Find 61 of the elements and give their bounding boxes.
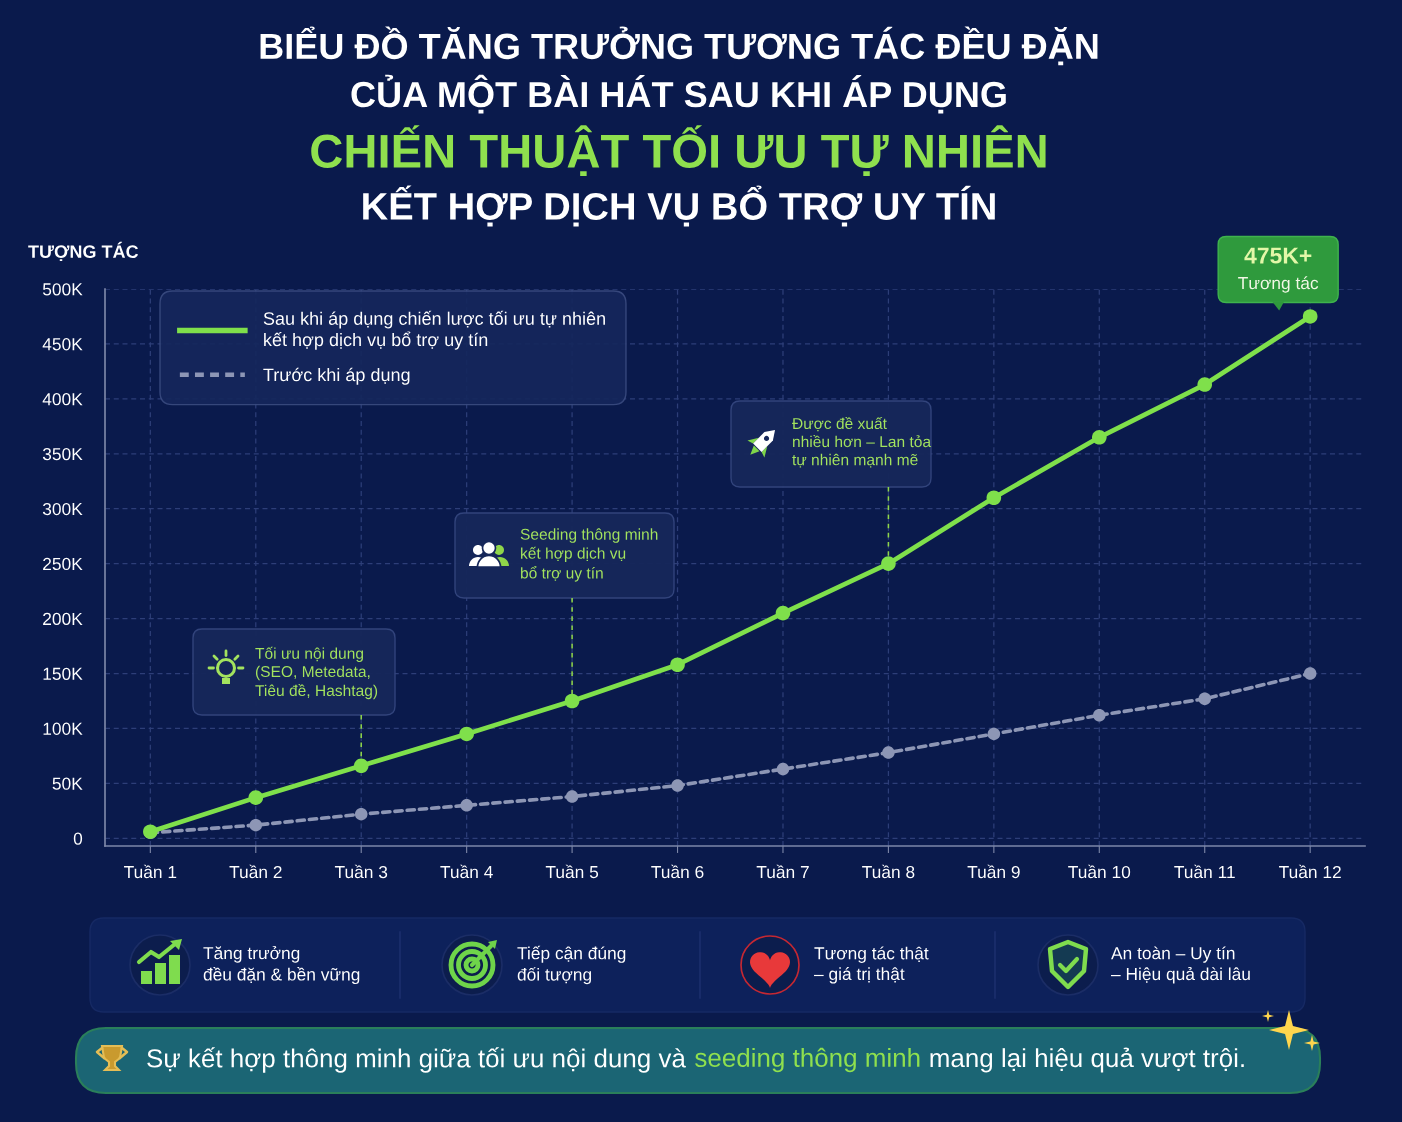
annotation: Được đề xuất nhiều hơn – Lan tỏa tự nhiên mạnh mẽ <box>792 416 932 468</box>
y-tick-label: 500K <box>42 283 83 296</box>
y-axis-title: TƯỢNG TÁC <box>28 241 139 262</box>
point <box>670 657 685 673</box>
text: Sự kết hợp thông minh giữa tối ưu nội dung và <box>147 1047 686 1073</box>
x-tick-label: Tuần 10 <box>1068 864 1131 879</box>
y-tick-label: 300K <box>42 502 83 516</box>
point <box>986 490 1002 506</box>
annotation: Seeding thông minh kết hợp dịch vụ bổ trợ uy tín <box>520 528 658 582</box>
x-tick-label: Tuần 3 <box>334 864 388 879</box>
point <box>671 779 684 792</box>
point <box>249 818 263 832</box>
point <box>987 727 1001 741</box>
point <box>882 746 895 759</box>
y-tick-label: 450K <box>42 338 83 351</box>
point <box>1198 692 1211 706</box>
point <box>776 762 790 776</box>
point <box>459 726 474 742</box>
x-tick-label: Tuần 9 <box>967 864 1020 879</box>
point <box>775 605 791 621</box>
y-tick-label: 350K <box>42 447 83 461</box>
x-tick-label: Tuần 12 <box>1279 864 1341 879</box>
chart-title: BIỂU ĐỒ TĂNG TRƯỞNG TƯƠNG TÁC ĐỀU ĐẶN CỦA MỘT BÀI HÁT SAU KHI ÁP DỤNG <box>260 26 1098 114</box>
annotation: 475K+ Tương tác <box>1238 247 1319 293</box>
x-tick-label: Tuần 2 <box>229 864 282 879</box>
y-tick-label: 150K <box>43 667 83 680</box>
text: Tăng trưởng đều đặn & bền vững <box>203 945 360 985</box>
y-tick-label: 0 <box>73 832 83 845</box>
y-tick-label: 200K <box>43 612 83 626</box>
x-tick-label: Tuần 1 <box>124 864 177 879</box>
text: An toàn – Uy tín – Hiệu quả dài lâu <box>1111 946 1250 984</box>
point <box>353 758 369 774</box>
text: Tiếp cận đúng đối tượng <box>517 945 626 985</box>
x-tick-label: Tuần 11 <box>1174 864 1235 879</box>
legend-label: Trước khi áp dụng <box>263 367 410 385</box>
point <box>1303 667 1317 680</box>
x-tick-label: Tuần 6 <box>651 864 704 879</box>
chart-subtitle: CHIẾN THUẬT TỐI ƯU TỰ NHIÊN KẾT HỢP DỊCH VỤ BỔ TRỢ UY TÍN <box>311 125 1046 227</box>
x-tick-label: Tuần 7 <box>756 864 809 879</box>
text: mang lại hiệu quả vượt trội. <box>930 1047 1244 1073</box>
y-tick-label: 250K <box>43 557 83 571</box>
point <box>1197 377 1213 392</box>
point <box>564 693 580 709</box>
x-tick-label: Tuần 4 <box>440 864 493 879</box>
point <box>1302 309 1318 324</box>
point <box>1092 430 1107 445</box>
point <box>248 790 264 805</box>
annotation: Tối ưu nội dung (SEO, Metedata, Tiêu đề, Hashtag) <box>255 646 378 700</box>
y-tick-label: 50K <box>52 777 83 790</box>
legend-label: Sau khi áp dụng chiến lược tối ưu tự nhiên kết hợp dịch vụ bổ trợ uy tín <box>263 310 605 350</box>
text: seeding thông minh <box>695 1047 920 1073</box>
text: Tương tác thật – giá trị thật <box>814 946 929 984</box>
y-tick-label: 100K <box>43 722 83 735</box>
x-tick-label: Tuần 5 <box>545 864 599 879</box>
point <box>1093 709 1106 722</box>
point <box>460 799 473 812</box>
x-tick-label: Tuần 8 <box>862 864 915 879</box>
y-tick-label: 400K <box>42 393 83 406</box>
point <box>881 556 896 571</box>
point <box>565 790 579 803</box>
point <box>354 807 368 821</box>
